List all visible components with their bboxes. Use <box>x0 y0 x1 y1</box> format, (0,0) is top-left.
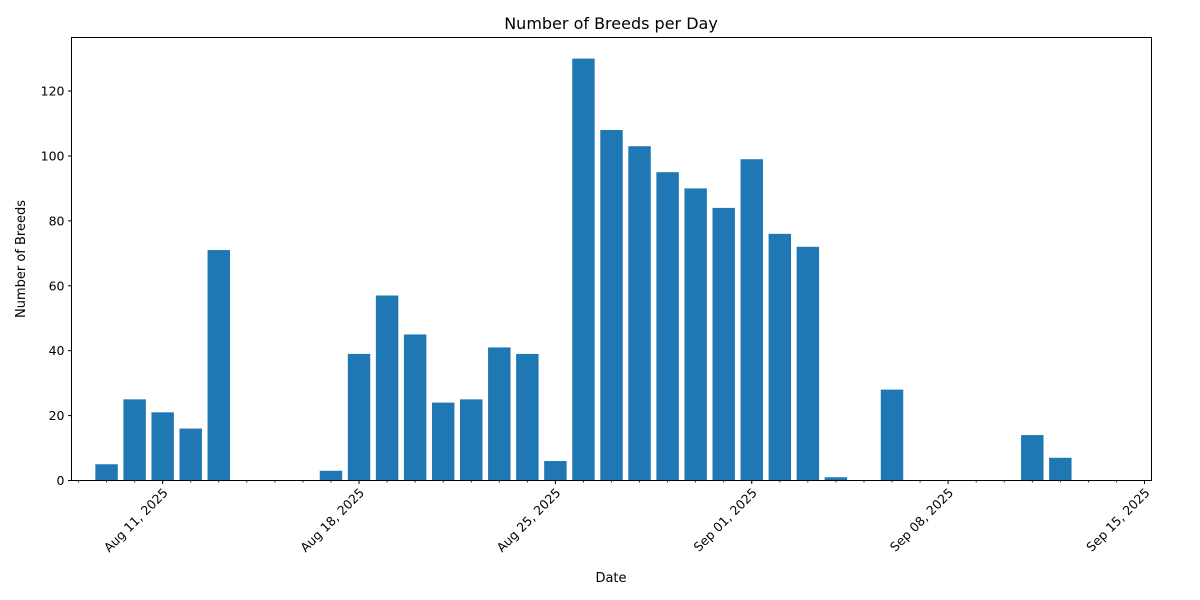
y-tick-label-40: 40 <box>49 343 65 358</box>
bar-2025-09-03 <box>796 246 820 481</box>
bar-2025-08-19 <box>375 295 399 481</box>
bar-2025-09-04 <box>824 477 848 481</box>
bar-2025-08-26 <box>572 58 595 481</box>
y-tick-label-100: 100 <box>41 148 65 163</box>
x-tick-label-2025-08-18: Aug 18, 2025 <box>297 485 367 555</box>
x-tick-label-2025-09-08: Sep 08, 2025 <box>887 485 956 554</box>
bar-2025-08-29 <box>656 172 679 481</box>
bar-2025-08-27 <box>600 129 623 481</box>
bar-2025-08-18 <box>347 353 371 481</box>
bar-2025-09-02 <box>768 233 792 481</box>
bar-2025-09-01 <box>740 159 763 481</box>
y-tick-label-120: 120 <box>41 84 65 99</box>
bar-2025-08-23 <box>488 347 511 481</box>
x-tick-label-2025-08-11: Aug 11, 2025 <box>101 485 171 555</box>
bar-2025-08-30 <box>684 188 707 481</box>
bar-2025-09-12 <box>1049 457 1072 481</box>
bar-2025-08-20 <box>403 334 427 481</box>
x-tick-label-2025-09-15: Sep 15, 2025 <box>1083 485 1152 554</box>
bar-2025-08-22 <box>460 399 483 481</box>
y-axis-label: Number of Breeds <box>14 200 29 318</box>
bar-2025-08-17 <box>319 470 343 481</box>
bar-2025-08-10 <box>123 399 146 481</box>
y-axis: 0 20 40 60 80 100 120 <box>41 84 72 488</box>
bar-2025-08-24 <box>516 353 539 481</box>
bar-2025-08-13 <box>207 250 230 481</box>
bar-2025-08-21 <box>431 402 455 481</box>
chart-title: Number of Breeds per Day <box>504 14 718 33</box>
bar-2025-08-25 <box>544 461 567 481</box>
plot-frame <box>71 37 1152 481</box>
bar-2025-09-11 <box>1021 435 1044 481</box>
x-axis: Aug 11, 2025 Aug 18, 2025 Aug 25, 2025 Sep … <box>78 480 1153 555</box>
y-tick-label-20: 20 <box>49 408 65 423</box>
bar-2025-08-31 <box>712 207 735 481</box>
bar-2025-08-28 <box>628 146 651 481</box>
y-tick-label-80: 80 <box>49 213 65 228</box>
bar-2025-08-12 <box>179 428 202 481</box>
x-tick-label-2025-08-25: Aug 25, 2025 <box>493 485 563 555</box>
bar-2025-08-09 <box>95 464 118 481</box>
bar-2025-09-06 <box>880 389 904 481</box>
x-tick-label-2025-09-01: Sep 01, 2025 <box>690 485 759 554</box>
y-tick-label-0: 0 <box>57 473 65 488</box>
x-axis-label: Date <box>595 571 626 586</box>
y-tick-label-60: 60 <box>49 278 65 293</box>
bars-group <box>95 58 1072 481</box>
bar-2025-08-11 <box>151 412 174 481</box>
